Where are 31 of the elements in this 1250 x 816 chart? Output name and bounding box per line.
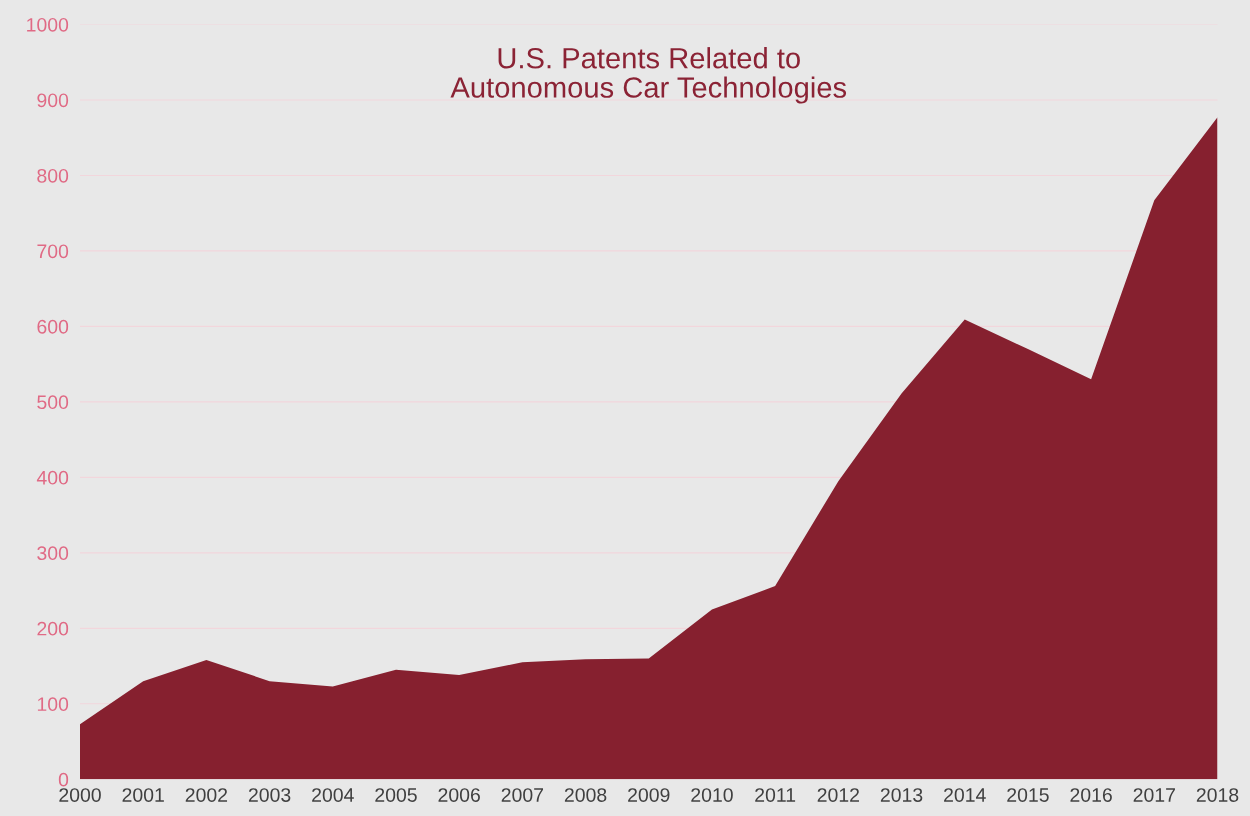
y-tick-label: 200 <box>37 621 69 636</box>
x-tick-label: 2002 <box>185 788 228 802</box>
x-tick-label: 2015 <box>1007 788 1049 802</box>
y-tick-label: 600 <box>37 319 69 334</box>
y-tick-label: 900 <box>37 93 69 108</box>
y-tick-label: 500 <box>37 395 69 410</box>
x-tick-label: 2016 <box>1070 788 1112 802</box>
y-tick-label: 800 <box>37 168 69 183</box>
x-tick-label: 2011 <box>755 788 796 802</box>
x-tick-label: 2004 <box>312 788 354 802</box>
y-tick-label: 100 <box>37 697 69 712</box>
x-tick-label: 2017 <box>1133 788 1175 802</box>
x-tick-label: 2009 <box>628 788 670 802</box>
y-tick-label: 700 <box>37 244 69 259</box>
y-tick-label: 400 <box>36 470 69 485</box>
x-tick-label: 2018 <box>1196 788 1239 802</box>
text: U.S. Patents Related to Autonomous Car Technologies <box>450 47 847 104</box>
x-tick-label: 2003 <box>248 788 291 802</box>
x-tick-label: 2006 <box>438 788 480 802</box>
x-tick-label: 2014 <box>944 788 986 802</box>
x-tick-label: 2012 <box>817 788 859 802</box>
x-tick-label: 2000 <box>59 788 101 802</box>
x-tick-label: 2013 <box>880 788 923 802</box>
x-tick-label: 2007 <box>501 788 544 802</box>
x-tick-label: 2010 <box>691 788 733 802</box>
y-tick-label: 300 <box>37 546 69 561</box>
x-tick-label: 2008 <box>564 788 607 802</box>
x-tick-label: 2005 <box>375 788 417 802</box>
x-tick-label: 2001 <box>122 788 164 802</box>
y-tick-label: 1000 <box>27 17 69 32</box>
y-tick-label: 0 <box>58 772 69 787</box>
